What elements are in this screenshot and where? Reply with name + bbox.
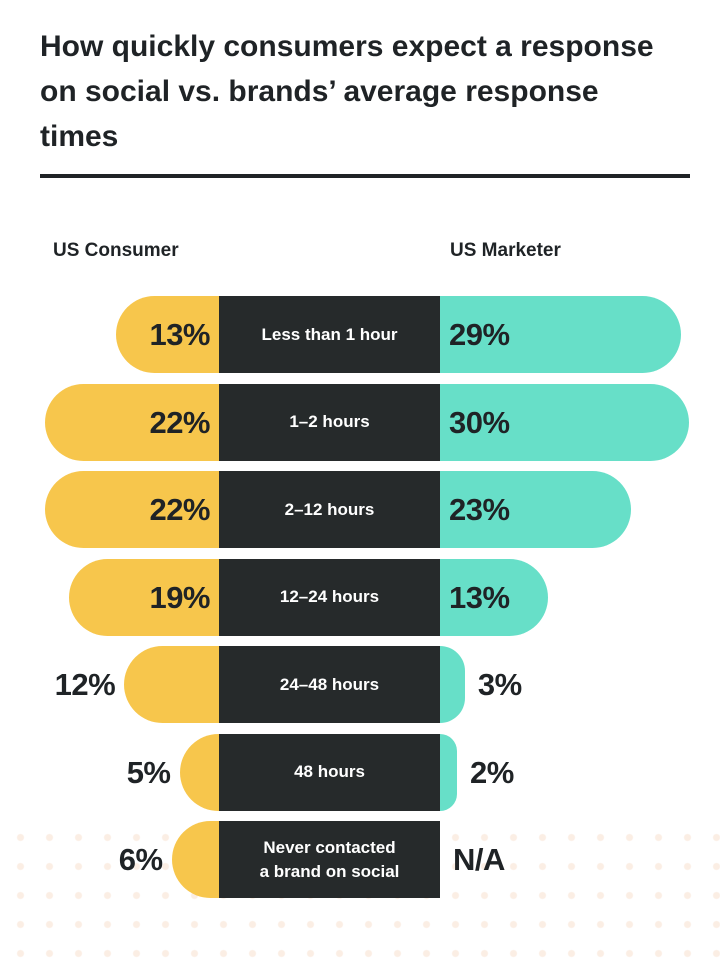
marketer-value-label: N/A xyxy=(453,842,505,877)
category-block xyxy=(219,646,440,723)
marketer-value-label: 29% xyxy=(449,317,510,352)
consumer-bar xyxy=(45,471,219,548)
category-block xyxy=(219,558,440,636)
consumer-value-label: 22% xyxy=(149,404,210,440)
marketer-value-label: 3% xyxy=(477,667,522,702)
consumer-bar xyxy=(179,733,219,811)
legend-us-marketer: US Marketer xyxy=(450,240,561,261)
category-label: 48 hours xyxy=(294,762,365,781)
consumer-value-label: 22% xyxy=(149,492,210,527)
consumer-bar xyxy=(116,296,219,373)
chart-title: How quickly consumers expect a response … xyxy=(40,30,654,153)
category-block xyxy=(219,733,440,811)
category-block xyxy=(219,821,440,898)
marketer-value-label: 13% xyxy=(449,579,510,615)
consumer-value-label: 6% xyxy=(118,842,163,877)
marketer-value-label: 23% xyxy=(449,492,510,527)
marketer-bar xyxy=(440,383,689,461)
category-label: Less than 1 hour xyxy=(261,324,398,344)
category-block xyxy=(219,296,440,373)
category-label: Never contacted a brand on social xyxy=(259,837,400,881)
consumer-value-label: 13% xyxy=(149,317,210,352)
marketer-bar xyxy=(440,296,681,373)
category-label: 1–2 hours xyxy=(289,412,370,431)
consumer-value-label: 19% xyxy=(149,579,210,615)
category-label: 24–48 hours xyxy=(279,674,380,694)
consumer-bar xyxy=(68,558,219,636)
consumer-value-label: 12% xyxy=(54,667,116,702)
marketer-bar xyxy=(440,733,457,811)
marketer-value-label: 2% xyxy=(470,754,514,790)
category-block xyxy=(219,471,440,548)
legend-us-consumer: US Consumer xyxy=(53,240,179,261)
marketer-bar xyxy=(440,558,548,636)
marketer-bar xyxy=(440,646,465,723)
category-label: 12–24 hours xyxy=(279,587,380,606)
consumer-bar xyxy=(124,646,219,723)
marketer-bar xyxy=(440,471,631,548)
category-label: 2–12 hours xyxy=(284,499,375,519)
category-block xyxy=(219,383,440,461)
consumer-bar xyxy=(45,383,219,461)
consumer-value-label: 5% xyxy=(126,754,171,790)
marketer-value-label: 30% xyxy=(449,404,510,440)
title-divider xyxy=(40,174,690,178)
